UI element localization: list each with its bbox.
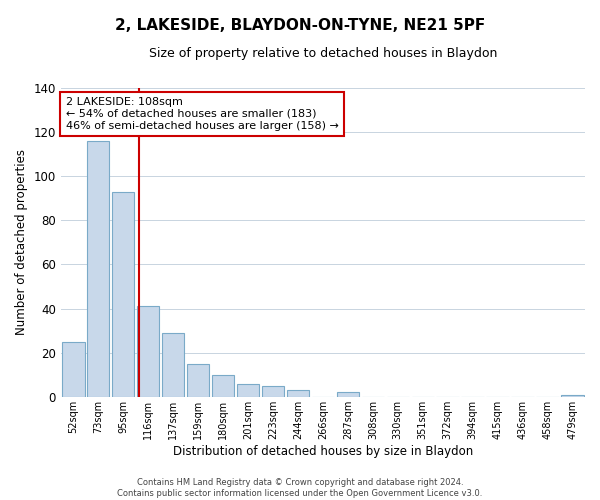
Text: 2 LAKESIDE: 108sqm
← 54% of detached houses are smaller (183)
46% of semi-detach: 2 LAKESIDE: 108sqm ← 54% of detached hou… [66,98,339,130]
Bar [87,141,109,397]
Bar [287,390,309,397]
Bar [561,394,584,397]
Bar [162,333,184,397]
Y-axis label: Number of detached properties: Number of detached properties [15,150,28,336]
Bar [262,386,284,397]
Bar [212,374,234,397]
X-axis label: Distribution of detached houses by size in Blaydon: Distribution of detached houses by size … [173,444,473,458]
Bar [112,192,134,397]
Bar [237,384,259,397]
Bar [187,364,209,397]
Bar [337,392,359,397]
Bar [137,306,160,397]
Bar [62,342,85,397]
Title: Size of property relative to detached houses in Blaydon: Size of property relative to detached ho… [149,48,497,60]
Text: 2, LAKESIDE, BLAYDON-ON-TYNE, NE21 5PF: 2, LAKESIDE, BLAYDON-ON-TYNE, NE21 5PF [115,18,485,32]
Text: Contains HM Land Registry data © Crown copyright and database right 2024.
Contai: Contains HM Land Registry data © Crown c… [118,478,482,498]
